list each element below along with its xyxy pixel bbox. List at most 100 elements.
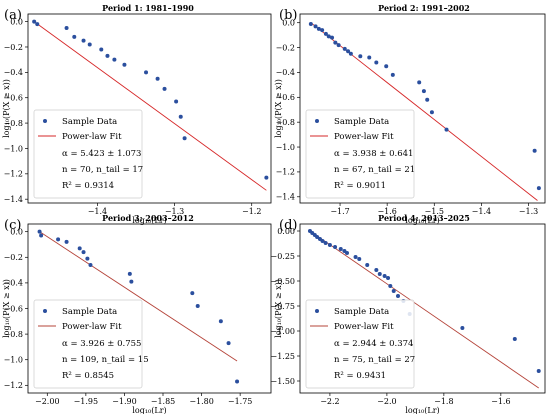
panel-label: (c) xyxy=(4,218,21,233)
x-tick-label: −1.3 xyxy=(165,207,184,216)
x-tick-label: −1.90 xyxy=(112,397,137,406)
data-point xyxy=(218,319,223,324)
data-point xyxy=(122,62,127,67)
x-tick-label: −1.8 xyxy=(434,397,453,406)
y-tick-label: −1.50 xyxy=(270,377,295,386)
x-tick-label: −2.0 xyxy=(377,397,396,406)
y-tick-label: 0.0 xyxy=(10,17,23,26)
data-point xyxy=(264,175,269,180)
legend-label-fit: Power-law Fit xyxy=(62,132,122,142)
data-point xyxy=(226,341,231,346)
data-point xyxy=(357,257,362,261)
data-point xyxy=(386,276,391,280)
legend-label-fit: Power-law Fit xyxy=(334,132,394,142)
x-tick-label: −1.3 xyxy=(519,207,538,216)
legend-label-sample: Sample Data xyxy=(334,117,389,127)
y-tick-label: −1.2 xyxy=(276,168,295,177)
panel-4: (d) Period 4: 2013–2025 −2.2 −2.0 −1.8 −1.6 0.… xyxy=(270,213,546,414)
x-tick-label: −2.2 xyxy=(320,397,339,406)
power-law-fit-line xyxy=(309,230,539,389)
data-point xyxy=(323,31,328,36)
y-tick-label: −0.8 xyxy=(4,330,23,339)
data-point xyxy=(64,239,69,244)
legend-marker-sample xyxy=(43,309,47,313)
data-point xyxy=(384,64,389,69)
data-point xyxy=(345,251,350,255)
data-point xyxy=(336,43,341,48)
y-tick-label: −0.50 xyxy=(270,277,295,286)
data-point xyxy=(338,247,343,251)
data-point xyxy=(320,28,325,33)
data-point xyxy=(313,24,318,29)
panel-label: (d) xyxy=(279,218,297,233)
data-point xyxy=(353,255,358,259)
data-point xyxy=(190,291,195,296)
y-tick-label: 0.00 xyxy=(277,227,295,236)
y-tick-label: −1.00 xyxy=(270,327,295,336)
data-point xyxy=(391,289,396,293)
data-point xyxy=(330,35,335,40)
fit-statistic: R² = 0.9431 xyxy=(334,371,386,381)
fit-statistic: α = 5.423 ± 1.073 xyxy=(62,149,141,159)
data-point xyxy=(56,237,61,242)
data-point xyxy=(342,46,347,51)
x-tick-label: −1.85 xyxy=(151,397,176,406)
data-point xyxy=(77,246,82,251)
data-point xyxy=(235,379,240,384)
data-point xyxy=(382,274,387,278)
x-tick-label: −1.4 xyxy=(88,207,107,216)
panel-2: (b) Period 2: 1991–2002 −1.7 −1.6 −1.5 −1.4 −1… xyxy=(274,3,546,225)
fit-statistic: n = 70, n_tail = 17 xyxy=(62,165,143,175)
legend: Sample Data Power-law Fit α = 5.423 ± 1.07… xyxy=(33,109,143,199)
fit-statistic: α = 2.944 ± 0.374 xyxy=(334,339,413,349)
y-axis-label: log₁₀(P(X ≥ x)) xyxy=(2,79,11,138)
x-axis-label: log₁₀(Lr) xyxy=(405,406,439,414)
x-tick-label: −2.00 xyxy=(35,397,60,406)
legend-box xyxy=(305,109,415,199)
data-point xyxy=(316,26,321,31)
y-tick-label: −1.25 xyxy=(270,352,295,361)
legend-box xyxy=(305,299,415,389)
chart-title: Period 2: 1991–2002 xyxy=(378,3,470,13)
data-point xyxy=(112,57,117,62)
y-axis-label: log₁₀(P(X ≥ x)) xyxy=(2,279,11,338)
data-point xyxy=(346,49,351,54)
y-tick-label: −1.0 xyxy=(4,356,23,365)
y-tick-label: −0.75 xyxy=(270,302,295,311)
y-tick-label: −0.4 xyxy=(4,68,23,77)
data-point xyxy=(81,250,86,255)
data-point xyxy=(396,294,400,298)
data-point xyxy=(326,34,331,39)
data-point xyxy=(39,233,44,238)
x-axis-label: log₁₀(Lr) xyxy=(132,406,166,414)
panel-3: (c) Period 3: 2003–2012 −2.00 −1.95 −1.90 −1.… xyxy=(2,213,272,414)
y-tick-label: −0.4 xyxy=(4,279,23,288)
data-point xyxy=(425,97,430,102)
legend-marker-sample xyxy=(315,309,319,313)
y-tick-label: −0.2 xyxy=(4,253,23,262)
legend: Sample Data Power-law Fit α = 3.938 ± 0.64… xyxy=(305,109,415,199)
data-point xyxy=(421,89,426,94)
legend: Sample Data Power-law Fit α = 2.944 ± 0.37… xyxy=(305,299,415,389)
data-point xyxy=(323,241,328,245)
x-tick-label: −1.5 xyxy=(425,207,444,216)
plot-frame xyxy=(299,13,546,204)
x-axis-label: log₁₀(Lr) xyxy=(405,216,439,225)
y-tick-label: −1.2 xyxy=(4,381,23,390)
x-tick-label: −1.75 xyxy=(228,397,253,406)
y-axis-label: log₁₀(P(X ≥ x)) xyxy=(274,79,283,138)
data-point xyxy=(444,127,449,132)
panel-label: (a) xyxy=(4,8,22,23)
x-tick-label: −1.6 xyxy=(491,397,510,406)
x-tick-label: −1.7 xyxy=(330,207,349,216)
legend-label-sample: Sample Data xyxy=(62,307,117,317)
data-point xyxy=(178,114,183,119)
data-point xyxy=(127,271,132,276)
y-tick-label: −0.2 xyxy=(276,43,295,52)
x-tick-label: −1.2 xyxy=(242,207,261,216)
x-tick-label: −1.6 xyxy=(377,207,396,216)
panel-label: (b) xyxy=(279,8,297,23)
y-axis-label: log₁₀(P(X ≥ x)) xyxy=(274,279,283,338)
legend-box xyxy=(33,299,143,389)
